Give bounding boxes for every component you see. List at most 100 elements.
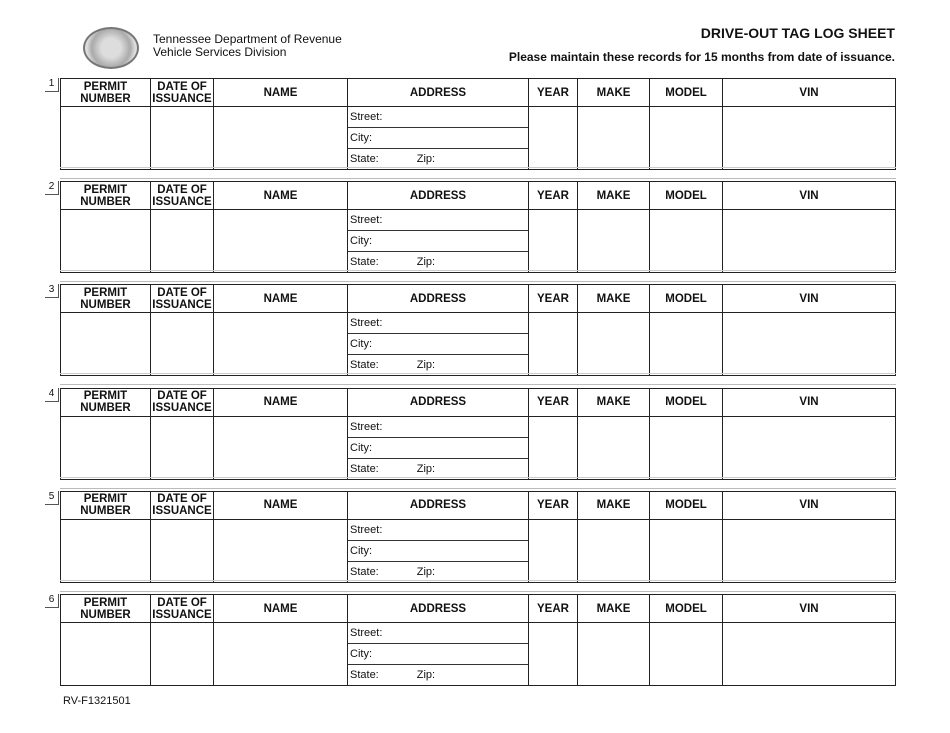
street-field[interactable]: Street: <box>348 210 528 232</box>
permit-number-field[interactable] <box>60 518 151 583</box>
street-field[interactable]: Street: <box>348 623 528 644</box>
address-field[interactable]: Street: City: State: Zip: <box>347 209 529 274</box>
date-of-issuance-header: DATE OF ISSUANCE <box>150 284 214 314</box>
vin-field[interactable] <box>722 415 896 480</box>
permit-number-field[interactable] <box>60 622 151 686</box>
street-field[interactable]: Street: <box>348 417 528 438</box>
entry-number: 3 <box>45 284 59 299</box>
address-field[interactable]: Street: City: State: Zip: <box>347 518 529 583</box>
street-field[interactable]: Street: <box>348 107 528 128</box>
date-of-issuance-field[interactable] <box>150 106 214 170</box>
entry-table: PERMIT NUMBER DATE OF ISSUANCE NAME ADDRE… <box>60 181 896 274</box>
make-header: MAKE <box>577 490 650 520</box>
vin-header: VIN <box>722 387 896 417</box>
division-name: Vehicle Services Division <box>153 45 287 59</box>
permit-number-field[interactable] <box>60 106 151 170</box>
state-zip-field[interactable]: State: Zip: <box>350 462 436 475</box>
year-field[interactable] <box>528 106 578 170</box>
year-field[interactable] <box>528 622 578 686</box>
model-field[interactable] <box>649 106 723 170</box>
section-divider <box>60 579 896 592</box>
make-field[interactable] <box>577 209 650 274</box>
make-field[interactable] <box>577 106 650 170</box>
vin-field[interactable] <box>722 312 896 377</box>
name-field[interactable] <box>213 106 348 170</box>
date-of-issuance-header: DATE OF ISSUANCE <box>150 78 214 107</box>
date-of-issuance-field[interactable] <box>150 209 214 274</box>
name-field[interactable] <box>213 209 348 274</box>
make-field[interactable] <box>577 415 650 480</box>
city-field[interactable]: City: <box>348 438 528 459</box>
city-field[interactable]: City: <box>348 644 528 665</box>
make-field[interactable] <box>577 518 650 583</box>
entry-number: 5 <box>45 490 59 505</box>
entry-table: PERMIT NUMBER DATE OF ISSUANCE NAME ADDRE… <box>60 490 896 583</box>
year-field[interactable] <box>528 209 578 274</box>
year-field[interactable] <box>528 415 578 480</box>
vin-field[interactable] <box>722 622 896 686</box>
vin-field[interactable] <box>722 518 896 583</box>
state-zip-field[interactable]: State: Zip: <box>350 256 436 269</box>
address-field[interactable]: Street: City: State: Zip: <box>347 415 529 480</box>
model-field[interactable] <box>649 415 723 480</box>
permit-number-field[interactable] <box>60 415 151 480</box>
make-header: MAKE <box>577 387 650 417</box>
name-field[interactable] <box>213 518 348 583</box>
date-of-issuance-header: DATE OF ISSUANCE <box>150 387 214 417</box>
model-header: MODEL <box>649 78 723 107</box>
permit-number-field[interactable] <box>60 312 151 377</box>
log-entry: 3 PERMIT NUMBER DATE OF ISSUANCE NAME ADD… <box>45 284 896 377</box>
year-header: YEAR <box>528 181 578 211</box>
log-entry: 1 PERMIT NUMBER DATE OF ISSUANCE NAME ADD… <box>45 78 896 170</box>
vin-header: VIN <box>722 78 896 107</box>
state-zip-field[interactable]: State: Zip: <box>350 565 436 578</box>
date-of-issuance-field[interactable] <box>150 518 214 583</box>
model-field[interactable] <box>649 209 723 274</box>
name-header: NAME <box>213 594 348 623</box>
city-field[interactable]: City: <box>348 541 528 562</box>
year-header: YEAR <box>528 594 578 623</box>
model-field[interactable] <box>649 518 723 583</box>
entry-table: PERMIT NUMBER DATE OF ISSUANCE NAME ADDRE… <box>60 594 896 686</box>
model-header: MODEL <box>649 387 723 417</box>
city-field[interactable]: City: <box>348 128 528 149</box>
model-field[interactable] <box>649 622 723 686</box>
permit-number-header: PERMIT NUMBER <box>60 387 151 417</box>
city-field[interactable]: City: <box>348 334 528 356</box>
make-field[interactable] <box>577 622 650 686</box>
year-header: YEAR <box>528 284 578 314</box>
date-of-issuance-field[interactable] <box>150 312 214 377</box>
entry-table: PERMIT NUMBER DATE OF ISSUANCE NAME ADDRE… <box>60 78 896 170</box>
name-field[interactable] <box>213 622 348 686</box>
name-header: NAME <box>213 78 348 107</box>
year-header: YEAR <box>528 387 578 417</box>
make-header: MAKE <box>577 78 650 107</box>
address-field[interactable]: Street: City: State: Zip: <box>347 622 529 686</box>
entry-number: 6 <box>45 594 59 608</box>
make-header: MAKE <box>577 284 650 314</box>
name-field[interactable] <box>213 312 348 377</box>
vin-field[interactable] <box>722 106 896 170</box>
permit-number-field[interactable] <box>60 209 151 274</box>
date-of-issuance-field[interactable] <box>150 415 214 480</box>
address-header: ADDRESS <box>347 284 529 314</box>
street-field[interactable]: Street: <box>348 520 528 541</box>
city-field[interactable]: City: <box>348 231 528 253</box>
date-of-issuance-field[interactable] <box>150 622 214 686</box>
name-header: NAME <box>213 284 348 314</box>
state-zip-field[interactable]: State: Zip: <box>350 359 436 372</box>
year-field[interactable] <box>528 518 578 583</box>
name-field[interactable] <box>213 415 348 480</box>
street-field[interactable]: Street: <box>348 313 528 335</box>
state-zip-field[interactable]: State: Zip: <box>350 153 436 165</box>
vin-field[interactable] <box>722 209 896 274</box>
address-field[interactable]: Street: City: State: Zip: <box>347 312 529 377</box>
make-field[interactable] <box>577 312 650 377</box>
address-header: ADDRESS <box>347 387 529 417</box>
entry-number: 4 <box>45 387 59 402</box>
state-zip-field[interactable]: State: Zip: <box>350 669 436 681</box>
year-field[interactable] <box>528 312 578 377</box>
address-field[interactable]: Street: City: State: Zip: <box>347 106 529 170</box>
model-field[interactable] <box>649 312 723 377</box>
